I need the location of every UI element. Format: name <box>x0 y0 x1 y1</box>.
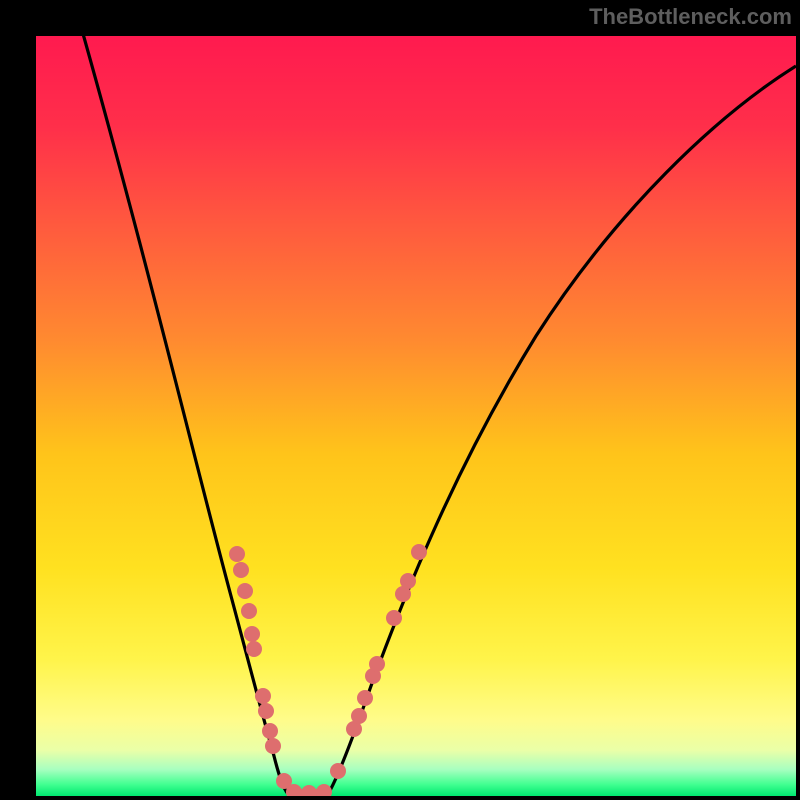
right-curve <box>328 66 796 794</box>
data-dot <box>357 690 373 706</box>
data-dot <box>265 738 281 754</box>
data-dot <box>241 603 257 619</box>
watermark-text: TheBottleneck.com <box>589 4 792 30</box>
left-curve <box>78 36 288 794</box>
dots-group <box>229 544 427 796</box>
data-dot <box>351 708 367 724</box>
data-dot <box>400 573 416 589</box>
curve-layer <box>36 36 796 796</box>
data-dot <box>233 562 249 578</box>
data-dot <box>244 626 260 642</box>
data-dot <box>369 656 385 672</box>
data-dot <box>246 641 262 657</box>
data-dot <box>330 763 346 779</box>
data-dot <box>255 688 271 704</box>
data-dot <box>301 785 317 796</box>
data-dot <box>258 703 274 719</box>
data-dot <box>262 723 278 739</box>
data-dot <box>411 544 427 560</box>
plot-area <box>36 36 796 796</box>
data-dot <box>316 784 332 796</box>
data-dot <box>237 583 253 599</box>
data-dot <box>229 546 245 562</box>
data-dot <box>386 610 402 626</box>
